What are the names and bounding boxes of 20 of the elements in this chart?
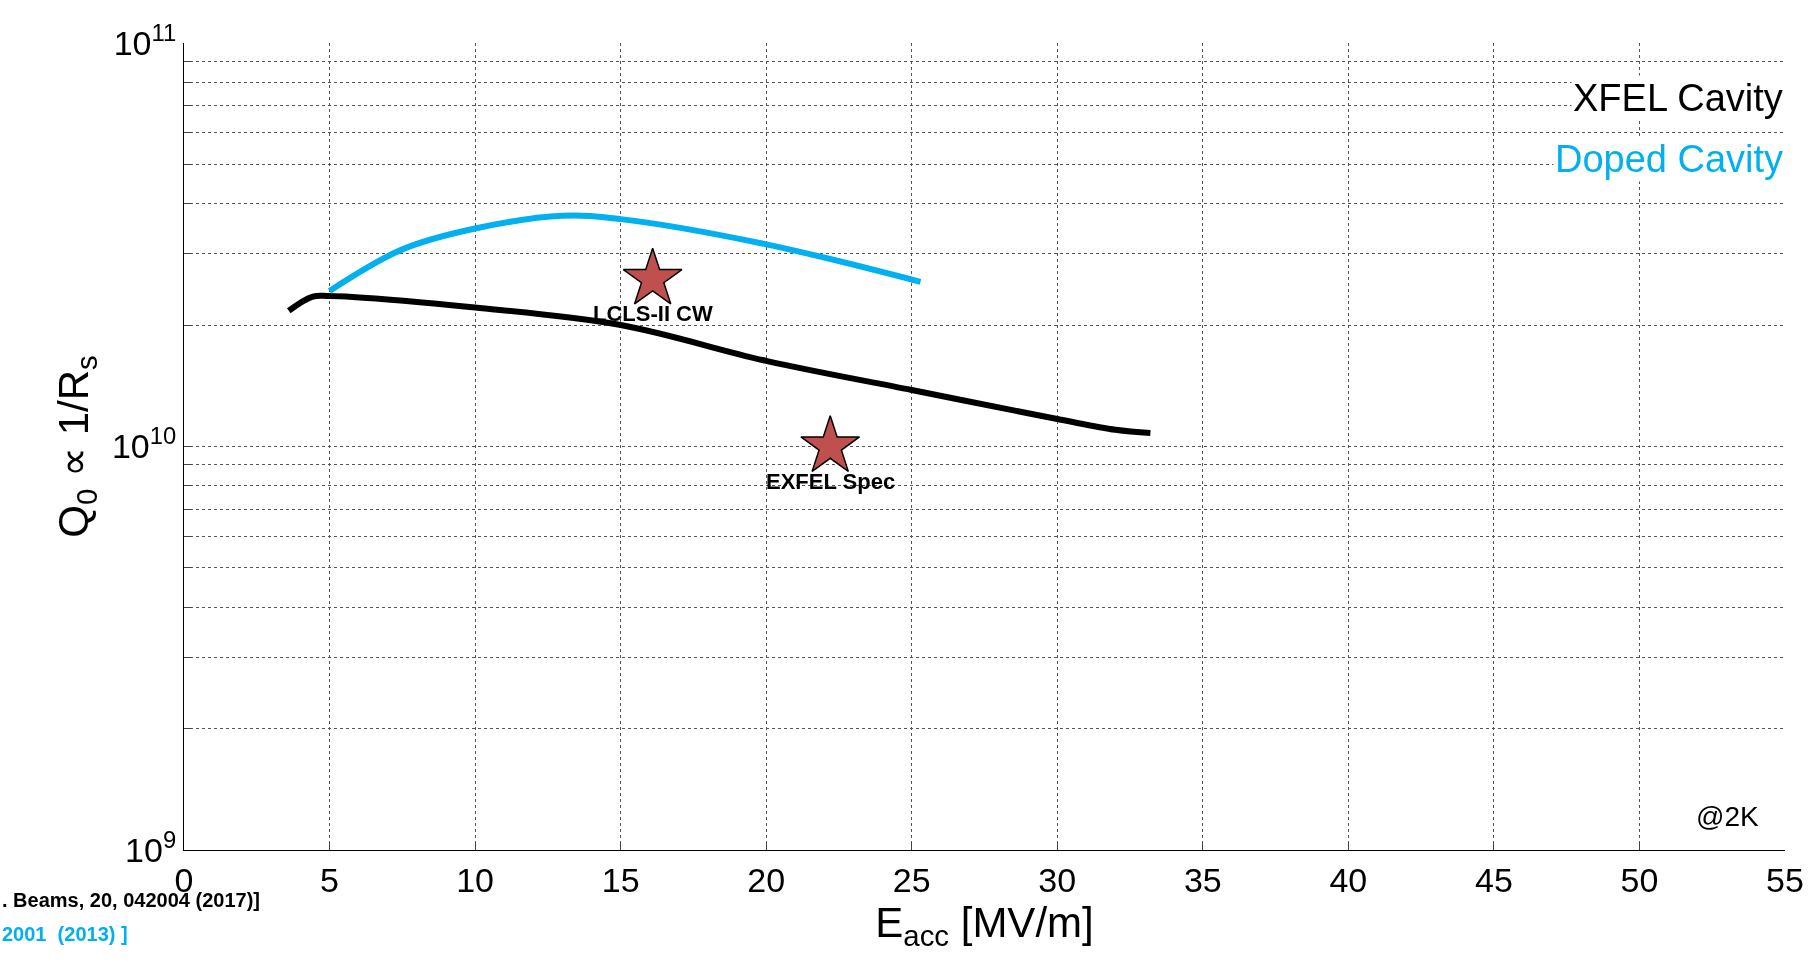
x-tick-label: 30: [1038, 860, 1077, 899]
x-tick-label: 35: [1183, 860, 1222, 899]
text: XFEL Cavity: [1573, 77, 1783, 119]
y-tick-label: 10$^{10}$: [111, 422, 177, 466]
y-tick-label: 10$^{9}$: [125, 825, 177, 869]
x-tick-label: 45: [1475, 860, 1513, 899]
text: Doped Cavity: [1555, 138, 1784, 180]
x-tick-label: 55: [1766, 860, 1804, 899]
x-tick-label: 25: [892, 860, 931, 899]
x-tick-label: 10: [456, 860, 494, 899]
x-axis-title: E$_{acc}$ [MV/m]: [875, 898, 1094, 952]
x-tick-label: 5: [320, 860, 340, 899]
x-tick-label: 15: [601, 860, 640, 899]
annotation: EXFEL Spec: [766, 469, 896, 494]
text: 2001 (2013) ]: [2, 923, 128, 945]
x-tick-label: 50: [1620, 860, 1659, 899]
x-tick-label: 40: [1329, 860, 1368, 899]
y-tick-label: 10$^{11}$: [113, 18, 177, 62]
annotation: @2K: [1696, 801, 1759, 832]
x-tick-label: 20: [747, 860, 786, 899]
